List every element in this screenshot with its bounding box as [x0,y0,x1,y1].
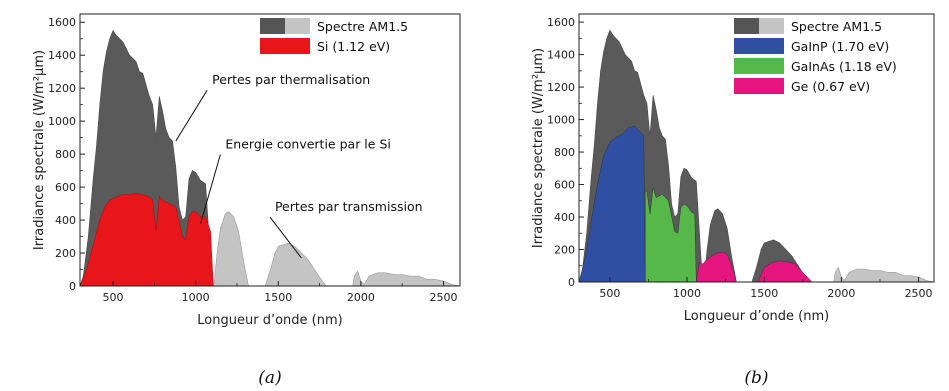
legend-swatch [260,38,310,54]
y-tick-label: 1400 [547,49,575,62]
y-tick-label: 600 [55,181,76,194]
annotation-arrow [200,154,221,224]
legend-label: GaInAs (1.18 eV) [791,59,897,74]
panel-caption: (a) [258,368,281,388]
legend-label: Ge (0.67 eV) [791,79,870,94]
annotation-arrow [175,89,208,142]
legend-label: GaInP (1.70 eV) [791,39,889,54]
annotation-text: Pertes par thermalisation [212,72,370,87]
legend-label: Spectre AM1.5 [791,19,882,34]
x-tick-label: 1000 [182,291,210,304]
y-tick-label: 1000 [48,115,76,128]
plot-area [579,29,934,282]
y-tick-label: 800 [55,148,76,161]
y-tick-label: 1400 [48,49,76,62]
junction-gainas-area [644,187,697,282]
y-axis-label: Irradiance spectrale (W/m²µm) [32,50,47,250]
x-tick-label: 2000 [347,291,375,304]
y-tick-label: 1600 [48,16,76,29]
x-axis-label: Longueur d’onde (nm) [684,309,829,324]
panel-a: 0 200 400 600 800 1000 1200 1400 1600 500 1000 1500… [0,0,474,391]
spectrum-transmitted-area [818,266,934,282]
x-tick-label: 2500 [905,287,933,300]
plot-frame [79,13,461,287]
chart-a: 0 200 400 600 800 1000 1200 1400 1600 500 1000 1500… [32,13,461,388]
junction-gainp-area [579,125,646,282]
junction-ge-area [696,251,819,282]
y-tick-label: 400 [554,211,575,224]
x-axis-label: Longueur d’onde (nm) [197,313,342,328]
y-tick-label: 400 [55,214,76,227]
x-tick-label: 2000 [827,287,855,300]
y-tick-label: 0 [568,276,575,289]
legend-swatch [260,18,285,34]
x-tick-label: 1000 [673,287,701,300]
plot-frame [578,13,935,283]
y-tick-label: 1000 [547,114,575,127]
legend-swatch [734,38,784,54]
annotation-text: Pertes par transmission [275,199,423,214]
legend-swatch [734,18,759,34]
x-tick-label: 1500 [750,287,778,300]
y-tick-label: 600 [554,179,575,192]
legend-entry: GaInAs (1.18 eV) [734,58,897,74]
plot-area [80,29,460,286]
spectrum-transmitted-area [213,211,460,286]
y-axis-label: Irradiance spectrale (W/m²µm) [531,48,546,248]
annotation-text: Energie convertie par le Si [225,136,390,151]
legend-entry: Ge (0.67 eV) [734,78,870,94]
legend-label: Si (1.12 eV) [317,39,390,54]
x-tick-label: 500 [599,287,620,300]
panel-b: 0 200 400 600 800 1000 1200 1400 1600 500 1000 1500… [474,0,949,391]
legend-entry: GaInP (1.70 eV) [734,38,889,54]
legend-swatch [734,58,784,74]
y-tick-label: 1200 [48,82,76,95]
y-tick-label: 1600 [547,16,575,29]
panel-caption: (b) [744,368,768,388]
legend-label: Spectre AM1.5 [317,19,408,34]
legend-swatch [285,18,310,34]
x-tick-label: 500 [103,291,124,304]
legend-swatch [734,78,784,94]
x-tick-label: 1500 [264,291,292,304]
annotation-arrow [269,216,302,259]
y-tick-label: 200 [55,247,76,260]
legend-swatch [759,18,784,34]
legend-entry: Spectre AM1.5 [734,18,882,34]
chart-b: 0 200 400 600 800 1000 1200 1400 1600 500 1000 1500… [531,13,935,388]
y-tick-label: 200 [554,244,575,257]
legend-entry: Spectre AM1.5 [260,18,408,34]
y-tick-label: 800 [554,146,575,159]
y-tick-label: 0 [69,280,76,293]
y-tick-label: 1200 [547,81,575,94]
legend-entry: Si (1.12 eV) [260,38,390,54]
x-tick-label: 2500 [429,291,457,304]
